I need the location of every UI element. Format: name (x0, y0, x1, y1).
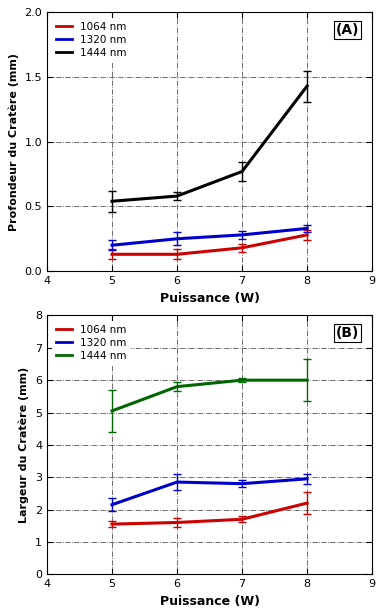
Legend: 1064 nm, 1320 nm, 1444 nm: 1064 nm, 1320 nm, 1444 nm (52, 321, 131, 365)
Y-axis label: Profondeur du Cratère (mm): Profondeur du Cratère (mm) (8, 53, 19, 231)
X-axis label: Puissance (W): Puissance (W) (160, 291, 260, 304)
Y-axis label: Largeur du Cratère (mm): Largeur du Cratère (mm) (19, 367, 30, 523)
Text: (B): (B) (336, 326, 359, 340)
Legend: 1064 nm, 1320 nm, 1444 nm: 1064 nm, 1320 nm, 1444 nm (52, 17, 131, 62)
Text: (A): (A) (336, 23, 359, 37)
X-axis label: Puissance (W): Puissance (W) (160, 594, 260, 607)
